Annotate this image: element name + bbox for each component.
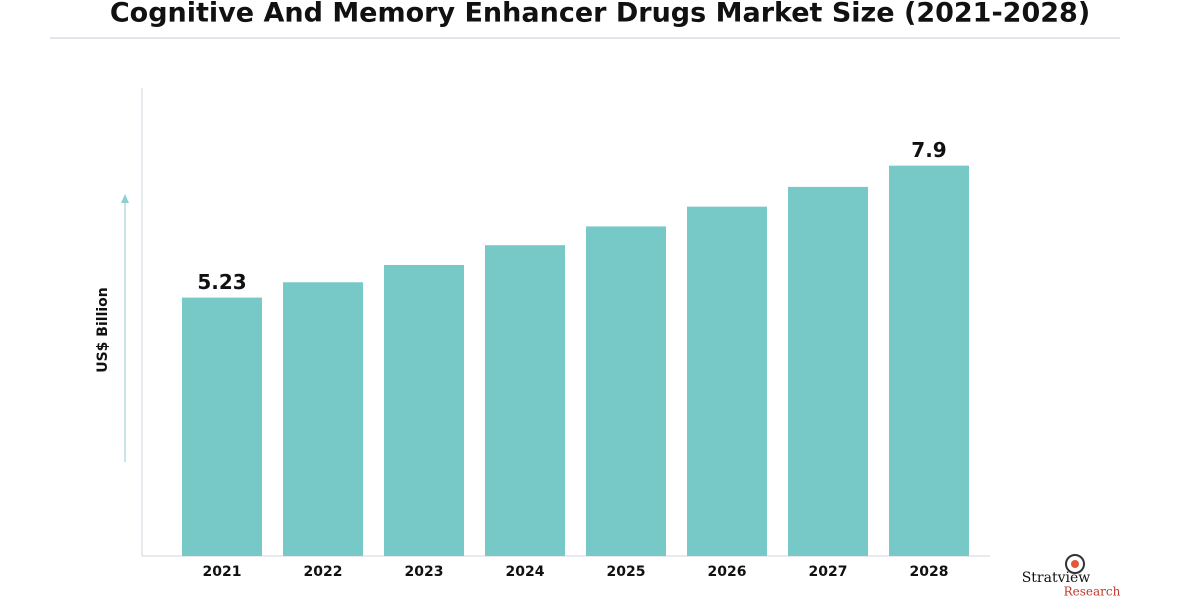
y-axis-label: US$ Billion <box>95 287 111 373</box>
x-tick-label: 2025 <box>607 564 646 580</box>
bar <box>182 297 262 556</box>
chart-title: Cognitive And Memory Enhancer Drugs Mark… <box>110 0 1090 29</box>
axis-arrowhead <box>121 194 129 203</box>
x-tick-label: 2028 <box>910 564 949 580</box>
data-label: 5.23 <box>197 270 246 294</box>
logo-name: Stratview <box>1022 570 1091 586</box>
bar <box>485 245 565 556</box>
data-label: 7.9 <box>911 138 946 162</box>
bar <box>889 165 969 556</box>
logo: Stratview Research <box>1022 554 1121 599</box>
logo-icon <box>1065 554 1085 574</box>
logo-icon-dot <box>1071 560 1079 568</box>
x-tick-label: 2023 <box>405 564 444 580</box>
bar <box>586 226 666 556</box>
bar <box>283 282 363 556</box>
x-tick-label: 2026 <box>708 564 747 580</box>
bar <box>687 206 767 557</box>
bar <box>788 186 868 557</box>
logo-tagline: Research <box>1064 585 1121 599</box>
x-tick-label: 2027 <box>809 564 848 580</box>
x-tick-label: 2022 <box>304 564 343 580</box>
bar <box>384 264 464 556</box>
x-tick-label: 2024 <box>506 564 545 580</box>
x-tick-label: 2021 <box>203 564 242 580</box>
